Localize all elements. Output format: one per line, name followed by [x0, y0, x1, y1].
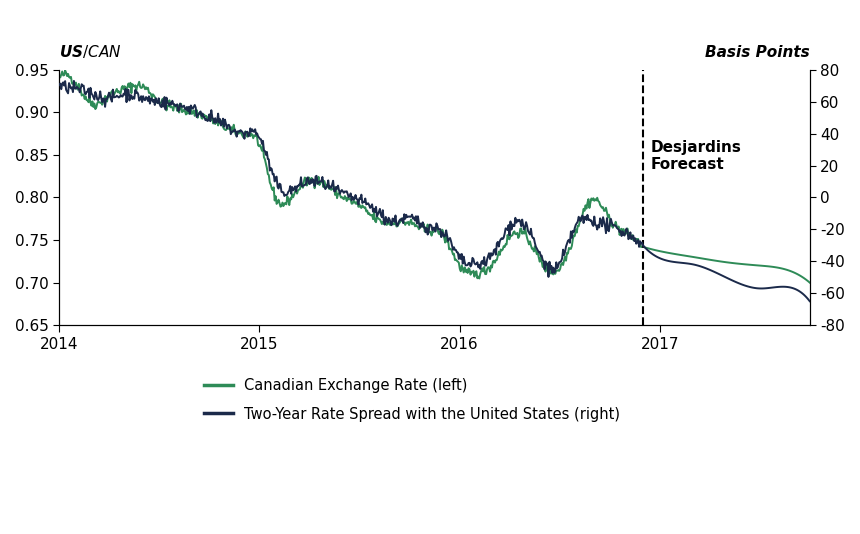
Text: Desjardins
Forecast: Desjardins Forecast — [651, 139, 742, 172]
Text: Basis Points: Basis Points — [705, 45, 810, 60]
Legend: Canadian Exchange Rate (left), Two-Year Rate Spread with the United States (righ: Canadian Exchange Rate (left), Two-Year … — [204, 379, 620, 421]
Text: US$/CAN$: US$/CAN$ — [59, 43, 122, 60]
